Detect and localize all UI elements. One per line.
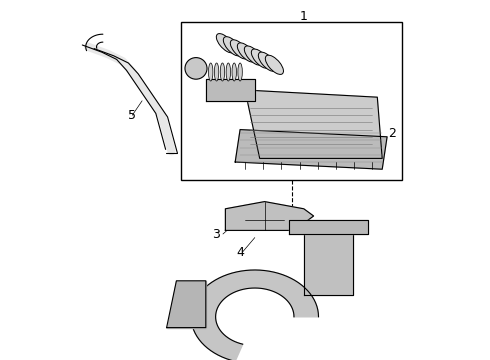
- Ellipse shape: [214, 63, 219, 81]
- Ellipse shape: [266, 55, 283, 75]
- Ellipse shape: [185, 58, 207, 79]
- Ellipse shape: [237, 43, 255, 62]
- Polygon shape: [235, 130, 387, 169]
- Text: 3: 3: [212, 228, 220, 240]
- Ellipse shape: [226, 63, 230, 81]
- Text: 2: 2: [388, 127, 396, 140]
- Ellipse shape: [251, 49, 270, 68]
- Polygon shape: [191, 270, 318, 360]
- Polygon shape: [289, 220, 368, 234]
- Polygon shape: [304, 223, 353, 295]
- Polygon shape: [167, 281, 206, 328]
- Ellipse shape: [258, 52, 276, 71]
- Text: 1: 1: [300, 10, 308, 23]
- Ellipse shape: [238, 63, 242, 81]
- Ellipse shape: [232, 63, 237, 81]
- Polygon shape: [245, 90, 382, 158]
- Text: 5: 5: [128, 109, 136, 122]
- Ellipse shape: [217, 33, 234, 53]
- Ellipse shape: [223, 37, 242, 56]
- Bar: [181, 22, 402, 180]
- Ellipse shape: [220, 63, 224, 81]
- Ellipse shape: [245, 46, 263, 65]
- Ellipse shape: [208, 63, 213, 81]
- Polygon shape: [225, 202, 314, 230]
- Ellipse shape: [230, 40, 248, 59]
- Text: 4: 4: [236, 246, 244, 258]
- Polygon shape: [206, 79, 255, 101]
